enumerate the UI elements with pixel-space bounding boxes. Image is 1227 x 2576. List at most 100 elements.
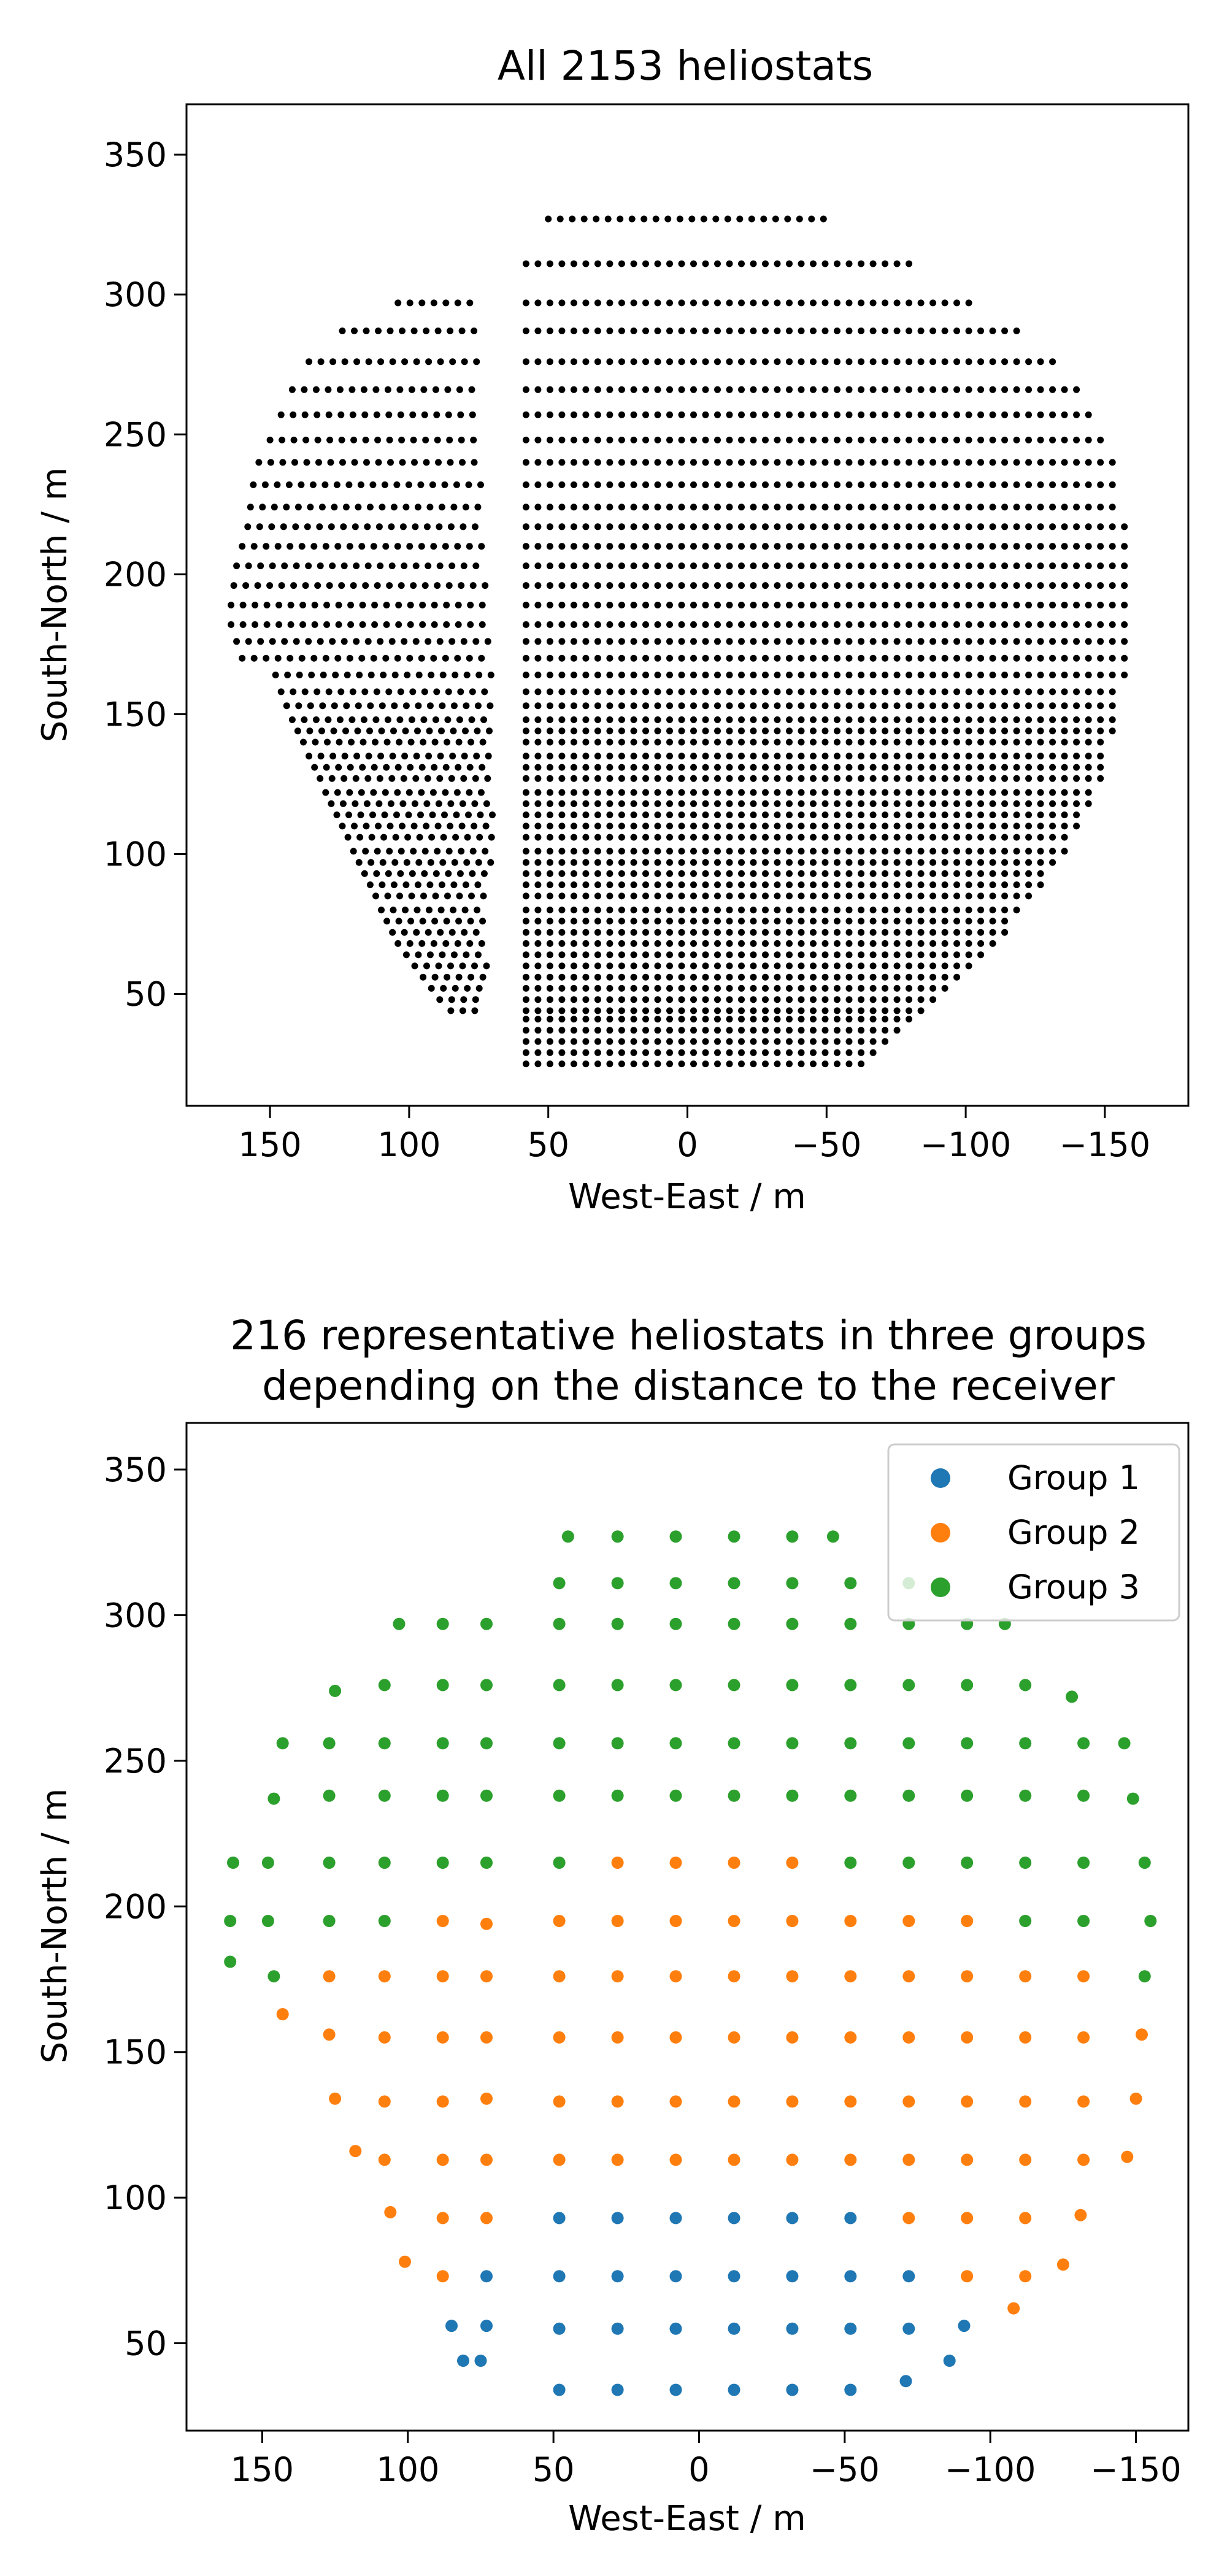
heliostat-point: [726, 672, 733, 678]
heliostat-point: [630, 299, 637, 307]
heliostat-point: [774, 870, 781, 877]
heliostat-point: [582, 738, 590, 746]
heliostat-point: [449, 753, 456, 760]
heliostat-point: [762, 984, 769, 992]
heliostat-point: [534, 753, 542, 760]
heliostat-point: [1025, 753, 1033, 760]
heliostat-point: [726, 870, 733, 877]
heliostat-point: [582, 834, 590, 841]
heliostat-point: [690, 834, 697, 841]
heliostat-point: [363, 822, 370, 830]
heliostat-point: [977, 918, 985, 925]
heliostat-point: [989, 602, 996, 608]
heliostat-point: [858, 1060, 865, 1068]
heliostat-point: [774, 973, 781, 981]
heliostat-point: [409, 688, 417, 696]
heliostat-point: [798, 881, 805, 889]
heliostat-point: [690, 859, 697, 866]
heliostat-point: [1001, 789, 1009, 796]
heliostat-point: [570, 672, 577, 678]
heliostat-point: [642, 800, 649, 807]
heliostat-point: [1073, 543, 1080, 550]
heliostat-point: [1073, 688, 1080, 696]
heliostat-point: [882, 834, 889, 841]
heliostat-point: [1049, 800, 1056, 807]
heliostat-point: [558, 543, 566, 550]
heliostat-point: [702, 940, 709, 947]
group-1-point: [553, 2383, 566, 2396]
heliostat-point: [977, 523, 985, 531]
heliostat-point: [606, 984, 614, 992]
legend-label-group-1: Group 1: [1007, 1459, 1140, 1497]
heliostat-point: [386, 582, 393, 589]
heliostat-point: [546, 716, 553, 723]
heliostat-point: [437, 907, 445, 914]
heliostat-point: [810, 800, 817, 807]
heliostat-point: [642, 870, 649, 877]
heliostat-point: [666, 738, 673, 746]
heliostat-point: [917, 973, 925, 981]
heliostat-point: [546, 672, 553, 678]
heliostat-point: [786, 638, 793, 645]
heliostat-point: [798, 789, 805, 796]
heliostat-point: [582, 848, 590, 855]
heliostat-point: [690, 358, 697, 366]
heliostat-point: [618, 436, 625, 443]
heliostat-point: [451, 859, 458, 866]
heliostat-point: [439, 702, 446, 710]
heliostat-point: [845, 672, 853, 678]
heliostat-point: [534, 1060, 542, 1068]
heliostat-point: [678, 929, 685, 936]
heliostat-point: [690, 582, 697, 589]
group-3-point: [1019, 1737, 1032, 1750]
heliostat-point: [459, 1007, 466, 1014]
heliostat-point: [929, 918, 937, 925]
heliostat-point: [1085, 621, 1092, 628]
heliostat-point: [893, 738, 901, 746]
heliostat-point: [869, 562, 877, 570]
group-2-point: [728, 2031, 740, 2044]
heliostat-point: [1037, 436, 1044, 443]
heliostat-point: [239, 654, 246, 662]
heliostat-point: [989, 929, 996, 936]
heliostat-point: [1121, 582, 1128, 589]
heliostat-point: [414, 727, 421, 735]
heliostat-point: [582, 1007, 590, 1014]
heliostat-point: [570, 543, 577, 550]
heliostat-point: [1013, 789, 1020, 796]
group-2-point: [276, 2008, 289, 2020]
group-1-point: [611, 2270, 624, 2283]
heliostat-point: [666, 481, 673, 488]
heliostat-point: [467, 738, 475, 746]
heliostat-point: [702, 672, 709, 678]
heliostat-point: [434, 848, 441, 855]
heliostat-point: [774, 1007, 781, 1014]
heliostat-point: [965, 602, 972, 608]
heliostat-point: [1037, 881, 1044, 889]
heliostat-point: [786, 481, 793, 488]
group-3-point: [611, 1679, 624, 1692]
heliostat-point: [1097, 727, 1104, 735]
heliostat-point: [1013, 504, 1020, 511]
heliostat-point: [433, 411, 440, 418]
heliostat-point: [279, 459, 287, 466]
heliostat-point: [1025, 702, 1033, 710]
heliostat-point: [906, 688, 913, 696]
heliostat-point: [1049, 621, 1056, 628]
heliostat-point: [666, 929, 673, 936]
heliostat-point: [906, 727, 913, 735]
heliostat-point: [546, 1049, 553, 1056]
heliostat-point: [786, 459, 793, 466]
heliostat-point: [917, 859, 925, 866]
heliostat-point: [407, 918, 415, 925]
heliostat-point: [882, 918, 889, 925]
heliostat-point: [821, 1038, 829, 1045]
heliostat-point: [738, 688, 745, 696]
heliostat-point: [316, 523, 323, 531]
heliostat-point: [618, 602, 625, 608]
group-3-point: [611, 1617, 624, 1630]
heliostat-point: [448, 996, 455, 1003]
heliostat-point: [882, 358, 889, 366]
heliostat-point: [893, 543, 901, 550]
